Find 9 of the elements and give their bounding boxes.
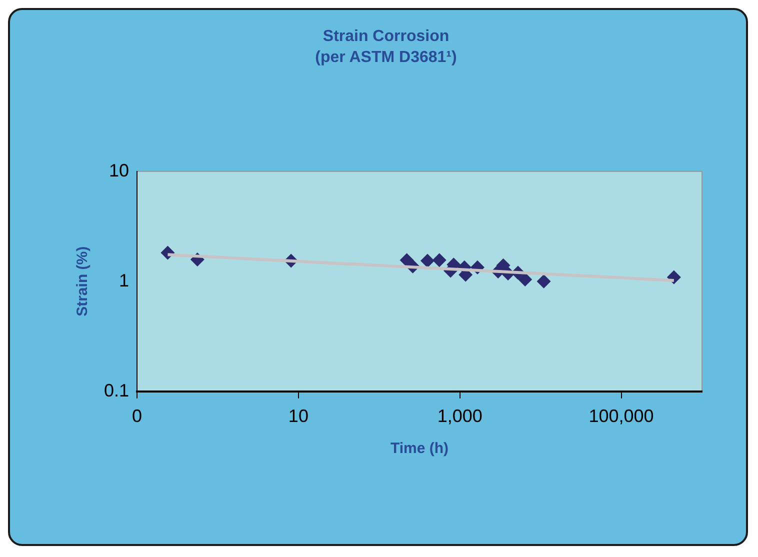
x-tick-label: 10 [288,406,308,426]
y-tick-label: 1 [119,270,130,290]
x-tick-label: 1,000 [437,406,482,426]
y-tick-label: 0.1 [104,380,130,400]
y-axis-title: Strain (%) [74,246,92,316]
chart-title: Strain Corrosion [322,28,450,46]
x-tick-label: 100,000 [588,406,654,426]
x-tick-label: 0 [132,406,142,426]
y-tick-label: 10 [108,160,130,180]
